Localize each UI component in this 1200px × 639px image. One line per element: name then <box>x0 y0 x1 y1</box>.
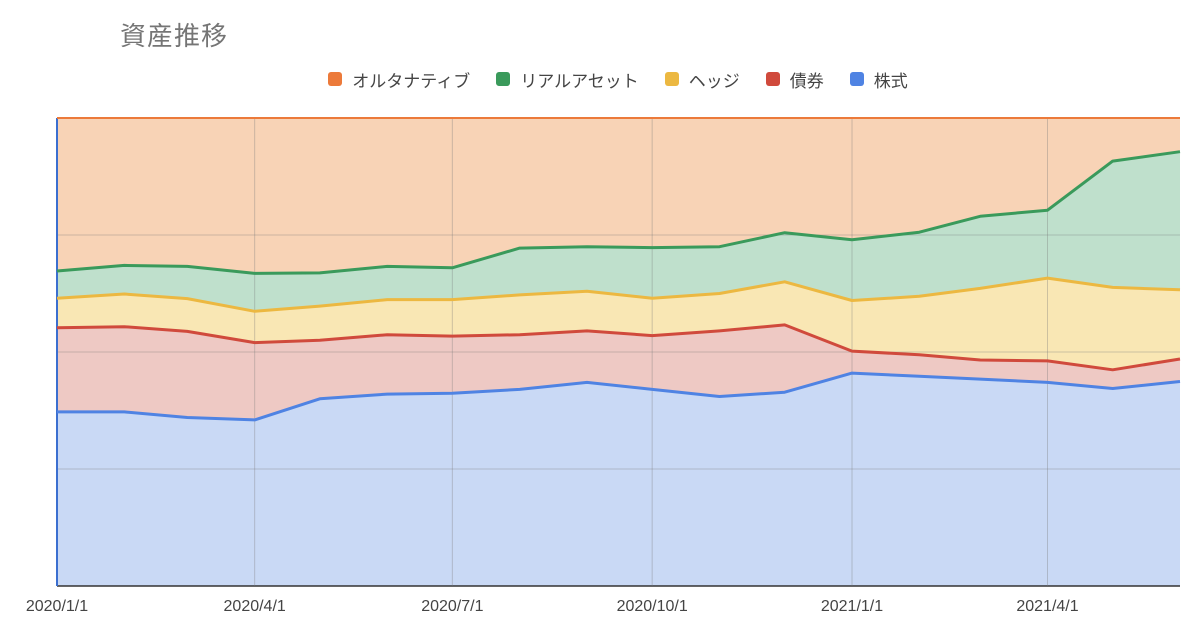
legend-swatch <box>496 72 511 86</box>
area-1 <box>57 373 1180 586</box>
x-axis-ticks: 2020/1/1 2020/4/1 2020/7/1 2020/10/1 2021/1/… <box>26 598 1079 615</box>
legend-item: オルタナティブ <box>328 67 470 92</box>
x-tick-label: 2021/1/1 <box>821 598 883 615</box>
legend-item: ヘッジ <box>664 67 740 92</box>
legend-swatch <box>849 72 864 86</box>
legend: オルタナティブ リアルアセット ヘッジ 債券 株式 <box>18 66 1200 92</box>
x-tick-label: 2020/7/1 <box>421 598 483 615</box>
legend-label: ヘッジ <box>688 71 740 92</box>
legend-swatch <box>328 72 343 86</box>
chart-title: 資産推移 <box>120 22 229 52</box>
legend-label: 債券 <box>789 71 824 92</box>
legend-item: リアルアセット <box>496 67 639 92</box>
series-line-2 <box>56 323 1181 372</box>
legend-swatch <box>765 72 780 86</box>
legend-label: 株式 <box>873 71 908 92</box>
series-line-3 <box>56 276 1181 313</box>
x-tick-label: 2020/4/1 <box>224 598 286 615</box>
legend-swatch <box>664 72 679 86</box>
series-line-4 <box>56 150 1181 275</box>
series-lines <box>56 117 1181 422</box>
x-tick-label: 2020/1/1 <box>26 598 88 615</box>
area-3 <box>57 278 1180 370</box>
legend-item: 株式 <box>849 67 908 92</box>
legend-label: リアルアセット <box>520 71 639 92</box>
x-tick-label: 2021/4/1 <box>1016 598 1078 615</box>
x-tick-label: 2020/10/1 <box>617 598 688 615</box>
area-5 <box>57 118 1180 274</box>
legend-label: オルタナティブ <box>352 71 471 92</box>
series-line-1 <box>57 371 1181 422</box>
legend-item: 債券 <box>765 67 824 92</box>
series-areas <box>57 118 1180 586</box>
